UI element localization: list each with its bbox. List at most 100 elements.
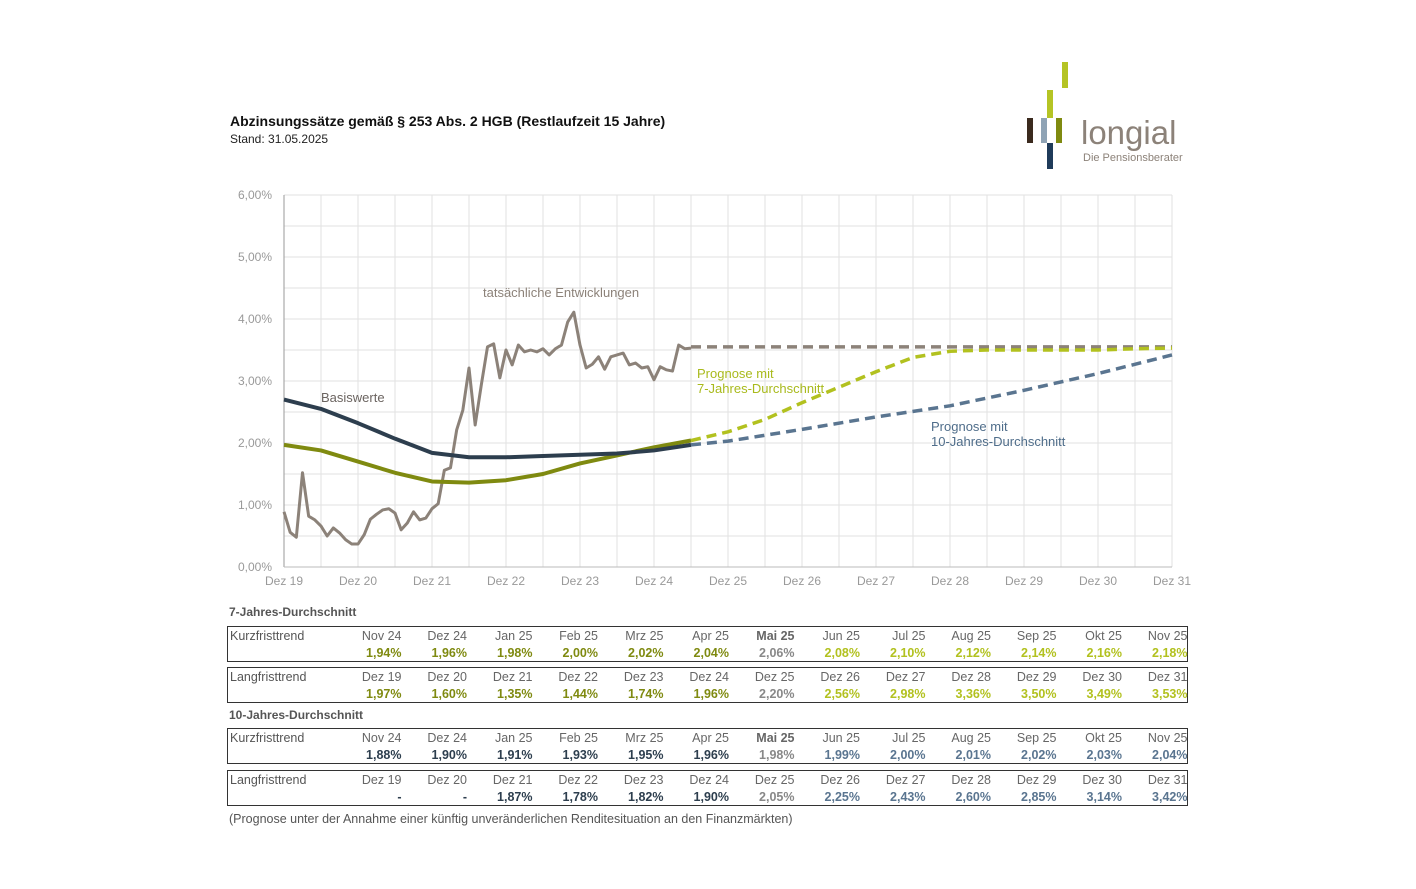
cell-value: 2,03% — [1086, 748, 1122, 762]
column-header: Jan 25 — [494, 629, 533, 643]
table-cell: Okt 25 2,16% — [1059, 627, 1125, 661]
table-cell: Dez 26 2,25% — [797, 771, 863, 805]
table-cell: Dez 20 - — [404, 771, 470, 805]
cell-value: 1,74% — [628, 687, 664, 701]
forecast-line — [690, 346, 1173, 443]
cell-value: 3,49% — [1086, 687, 1122, 701]
table-cell: Sep 25 2,02% — [993, 729, 1059, 763]
cell-value: 2,02% — [628, 646, 664, 660]
table-cell: Dez 23 1,74% — [600, 668, 666, 702]
table-cell: Dez 19 - — [338, 771, 404, 805]
table-cell: Dez 20 1,60% — [404, 668, 470, 702]
table-cell: Sep 25 2,14% — [993, 627, 1059, 661]
column-header: Dez 28 — [951, 670, 991, 684]
y-tick-label: 2,00% — [238, 436, 272, 450]
logo-bar — [1027, 118, 1033, 143]
series-line — [283, 438, 692, 485]
table-cell: Dez 24 1,96% — [404, 627, 470, 661]
x-tick-label: Dez 23 — [561, 574, 599, 588]
table-cell: Dez 28 3,36% — [928, 668, 994, 702]
x-tick-label: Dez 19 — [265, 574, 303, 588]
table-cell: Dez 29 3,50% — [993, 668, 1059, 702]
column-header: Jun 25 — [822, 629, 860, 643]
table-row: Langfristtrend Dez 19 1,97% Dez 20 1,60% Dez … — [227, 667, 1188, 703]
table-cell: Dez 28 2,60% — [928, 771, 994, 805]
column-header: Dez 31 — [1147, 670, 1188, 684]
row-label: Langfristtrend — [230, 773, 307, 787]
x-tick-label: Dez 28 — [931, 574, 969, 588]
column-header: Dez 22 — [558, 773, 598, 787]
column-header: Nov 25 — [1147, 731, 1188, 745]
cell-value: 1,90% — [431, 748, 467, 762]
cell-value: 3,42% — [1152, 790, 1188, 804]
cell-value: 3,14% — [1086, 790, 1122, 804]
table-cell: Nov 25 2,04% — [1124, 729, 1190, 763]
title: Abzinsungssätze gemäß § 253 Abs. 2 HGB (… — [230, 113, 666, 129]
column-header: Nov 24 — [361, 731, 402, 745]
cell-value: 2,04% — [1152, 748, 1188, 762]
column-header: Dez 20 — [427, 773, 467, 787]
cell-value: 1,78% — [562, 790, 598, 804]
table-cell: Dez 30 3,14% — [1059, 771, 1125, 805]
cell-value: 2,04% — [693, 646, 729, 660]
column-header: Dez 27 — [885, 670, 926, 684]
table-cell: Dez 30 3,49% — [1059, 668, 1125, 702]
column-header: Apr 25 — [692, 629, 729, 643]
annotation: Prognose mit — [697, 366, 774, 381]
column-header: Aug 25 — [951, 629, 991, 643]
cell-value: 2,02% — [1021, 748, 1057, 762]
column-header: Feb 25 — [559, 629, 598, 643]
row-label: Kurzfristtrend — [230, 629, 305, 643]
cell-value: 2,00% — [890, 748, 926, 762]
table-title: 7-Jahres-Durchschnitt — [229, 605, 357, 619]
cell-value: 2,56% — [824, 687, 860, 701]
annotation: Basiswerte — [321, 390, 385, 405]
table-cell: Dez 26 2,56% — [797, 668, 863, 702]
chart: longial Die Pensionsberater 0,00% 1,00% 2,… — [238, 62, 1191, 588]
y-tick-label: 1,00% — [238, 498, 272, 512]
column-header: Dez 19 — [361, 670, 402, 684]
cell-value: 1,93% — [562, 748, 598, 762]
column-header: Dez 20 — [427, 670, 467, 684]
cell-value: 2,08% — [824, 646, 860, 660]
cell-value: 1,95% — [628, 748, 664, 762]
x-tick-label: Dez 27 — [857, 574, 895, 588]
forecast-line — [690, 353, 1173, 447]
table-cell: Dez 22 1,78% — [535, 771, 601, 805]
table-cell: Jan 25 1,98% — [469, 627, 535, 661]
cell-value: 2,98% — [890, 687, 926, 701]
table-cell: Dez 21 1,87% — [469, 771, 535, 805]
y-tick-label: 5,00% — [238, 250, 272, 264]
column-header: Jul 25 — [892, 731, 926, 745]
cell-value: 1,99% — [824, 748, 860, 762]
column-header: Dez 23 — [623, 773, 664, 787]
table-row: Kurzfristtrend Nov 24 1,94% Dez 24 1,96% Jan … — [227, 626, 1188, 662]
column-header: Dez 28 — [951, 773, 991, 787]
row-label: Langfristtrend — [230, 670, 307, 684]
cell-value: - — [462, 790, 467, 804]
column-header: Mai 25 — [756, 731, 795, 745]
annotation: tatsächliche Entwicklungen — [483, 285, 639, 300]
cell-value: 2,12% — [955, 646, 991, 660]
column-header: Dez 26 — [820, 670, 860, 684]
table-cell: Nov 24 1,94% — [338, 627, 404, 661]
table-cell: Mrz 25 1,95% — [600, 729, 666, 763]
table-cell: Mrz 25 2,02% — [600, 627, 666, 661]
cell-value: 1,87% — [497, 790, 533, 804]
cell-value: 1,60% — [431, 687, 467, 701]
x-tick-label: Dez 26 — [783, 574, 821, 588]
table-cell: Dez 27 2,98% — [862, 668, 928, 702]
table-cell: Okt 25 2,03% — [1059, 729, 1125, 763]
column-header: Dez 21 — [492, 773, 533, 787]
column-header: Mai 25 — [756, 629, 795, 643]
table-cell: Jul 25 2,00% — [862, 729, 928, 763]
cell-value: 1,44% — [562, 687, 598, 701]
table-cell: Feb 25 1,93% — [535, 729, 601, 763]
cell-value: 1,90% — [693, 790, 729, 804]
column-header: Dez 24 — [427, 629, 467, 643]
annotation: 10-Jahres-Durchschnitt — [931, 434, 1066, 449]
cell-value: 2,00% — [562, 646, 598, 660]
column-header: Nov 24 — [361, 629, 402, 643]
logo-bar — [1047, 143, 1053, 169]
cell-value: 1,35% — [497, 687, 533, 701]
